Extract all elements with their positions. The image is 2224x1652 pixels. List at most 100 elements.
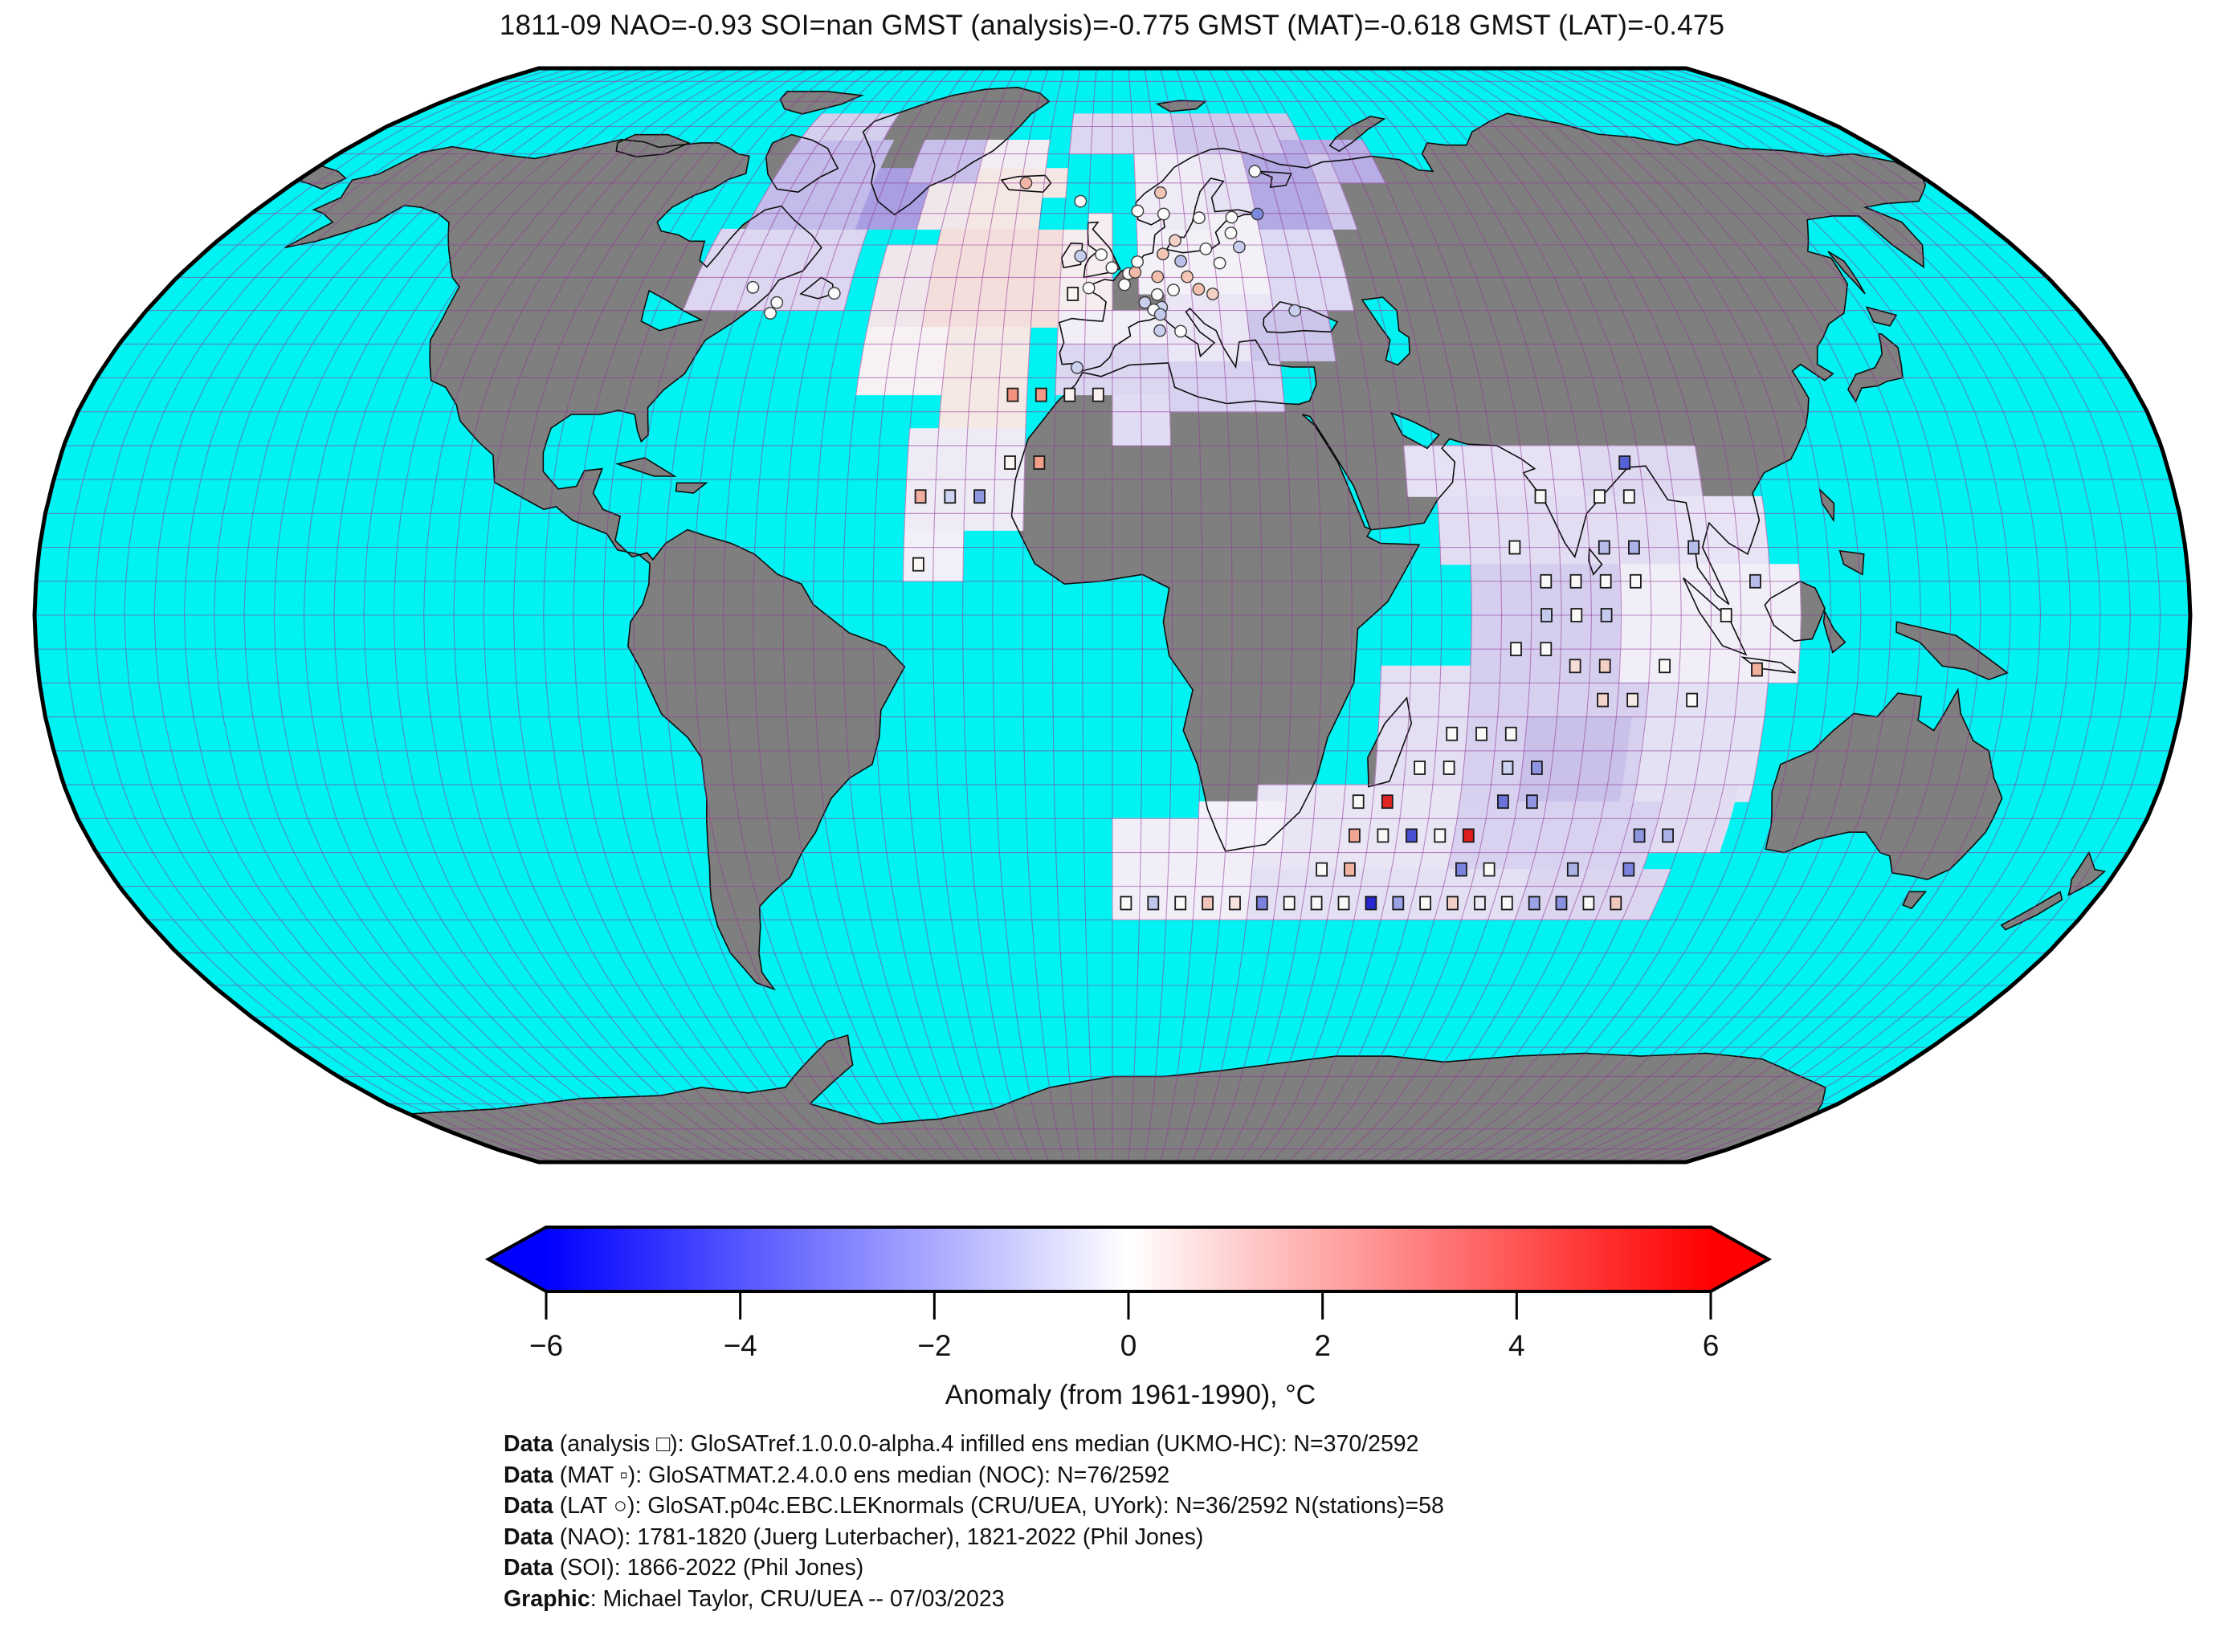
square-marker [1749,573,1761,589]
circle-marker [1138,296,1152,309]
attribution-prefix: Graphic [504,1585,590,1612]
square-marker [1569,573,1582,589]
circle-marker [1153,324,1167,337]
attribution-line: Data (LAT ○): GloSAT.p04c.EBC.LEKnormals… [504,1491,1444,1522]
square-marker [1120,895,1132,911]
attribution-text: (NAO): 1781-1820 (Juerg Luterbacher), 18… [553,1524,1204,1550]
square-marker [1446,726,1459,741]
square-marker [1034,387,1047,402]
square-marker [973,489,985,504]
colorbar-tick-label: 0 [1120,1329,1137,1362]
square-marker [1147,895,1160,911]
circle-marker [1095,248,1108,261]
attribution-prefix: Data [504,1555,553,1581]
attribution-prefix: Data [504,1431,553,1457]
attribution-line: Data (SOI): 1866-2022 (Phil Jones) [504,1552,1444,1584]
square-marker [1526,794,1538,810]
square-marker [1630,573,1642,589]
square-marker [1406,828,1418,843]
anomaly-cells [682,113,1802,920]
square-marker [1067,287,1079,301]
square-marker [1475,726,1487,741]
station-markers [746,165,1302,374]
square-marker [1510,642,1522,657]
square-marker [1582,895,1595,911]
colorbar-gradient [484,1226,1773,1293]
square-marker [1392,895,1405,911]
square-marker [1618,455,1631,470]
square-marker [1092,387,1104,402]
square-marker [1598,540,1610,555]
grid-cell-markers [912,287,1763,911]
attribution: Data (analysis □): GloSATref.1.0.0.0-alp… [504,1429,1444,1614]
square-marker [1365,895,1377,911]
circle-marker [1174,255,1188,268]
square-marker [1540,608,1553,622]
circle-marker [1288,304,1302,317]
attribution-line: Graphic: Michael Taylor, CRU/UEA -- 07/0… [504,1584,1444,1615]
colorbar: −6 −4 −2 0 2 4 6 [484,1226,1773,1362]
circle-marker [1074,249,1088,263]
circle-marker [1157,207,1170,221]
square-marker [1006,387,1019,402]
circle-marker [1233,240,1246,254]
square-marker [1686,692,1699,708]
square-marker [1610,895,1622,911]
circle-marker [1019,176,1033,190]
attribution-prefix: Data [504,1462,553,1488]
square-marker [1174,895,1187,911]
square-marker [1004,455,1016,470]
square-marker [1598,659,1611,674]
circle-marker [827,287,841,300]
square-marker [1483,862,1496,877]
colorbar-tick-label: 2 [1314,1329,1331,1362]
circle-marker [1154,186,1167,199]
square-marker [1540,573,1553,589]
attribution-prefix: Data [504,1493,553,1519]
colorbar-tick-label: −6 [529,1329,563,1362]
circle-marker [1251,207,1264,221]
square-marker [1474,895,1486,911]
square-marker [1434,828,1447,843]
circle-marker [764,307,777,320]
square-marker [1497,794,1509,810]
world-map [32,66,2193,1165]
square-marker [914,489,927,504]
square-marker [1447,895,1459,911]
square-marker [1662,828,1675,843]
square-marker [1501,761,1514,775]
square-marker [1555,895,1568,911]
colorbar-label: Anomaly (from 1961-1990), °C [945,1380,1316,1410]
square-marker [1255,895,1268,911]
attribution-text: (analysis □): GloSATref.1.0.0.0-alpha.4 … [553,1431,1419,1457]
circle-marker [1118,278,1131,292]
circle-marker [1128,266,1142,279]
square-marker [1500,895,1513,911]
square-marker [1566,862,1579,877]
circle-marker [770,296,784,309]
square-marker [1283,895,1296,911]
circle-marker [1199,242,1213,255]
coastlines [284,86,2107,1163]
page-title: 1811-09 NAO=-0.93 SOI=nan GMST (analysis… [499,10,1725,41]
attribution-line: Data (NAO): 1781-1820 (Juerg Luterbacher… [504,1522,1444,1553]
circle-marker [1225,210,1239,224]
square-marker [1377,828,1389,843]
circle-marker [1169,234,1181,247]
circle-marker [1082,281,1096,295]
square-marker [1540,642,1553,657]
square-marker [1594,489,1606,504]
circle-marker [746,280,760,294]
circle-marker [1192,283,1206,296]
attribution-line: Data (analysis □): GloSATref.1.0.0.0-alp… [504,1429,1444,1460]
circle-marker [1193,211,1206,225]
attribution-prefix: Data [504,1524,553,1550]
square-marker [1570,608,1583,622]
circle-marker [1131,255,1145,268]
circle-marker [1248,165,1262,178]
circle-marker [1151,270,1165,283]
square-marker [1202,895,1214,911]
colorbar-tick-label: 4 [1508,1329,1525,1362]
square-marker [1352,794,1365,810]
